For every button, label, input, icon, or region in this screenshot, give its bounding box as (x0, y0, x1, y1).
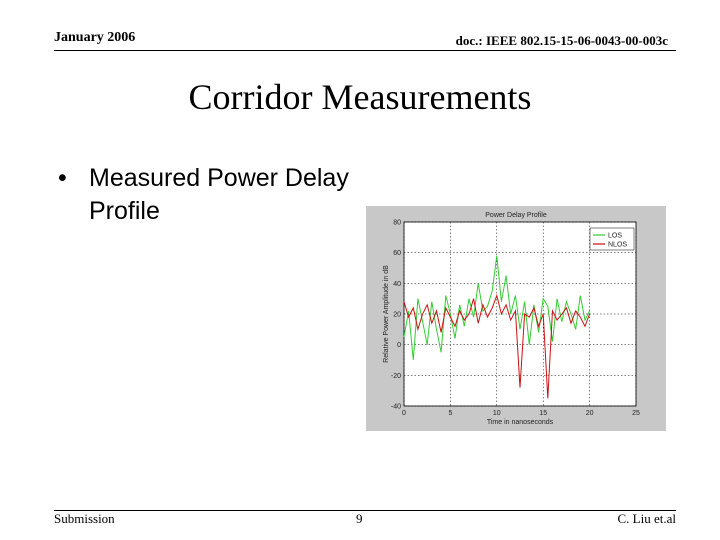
x-tick-label: 20 (586, 410, 594, 417)
tick-labels: 0 5 10 15 20 25 80 60 40 20 0 -20 -40 (391, 220, 640, 418)
series-group (403, 255, 591, 399)
header-doc-id: doc.: IEEE 802.15-15-06-0043-00-003c (455, 33, 668, 48)
series-line-nlos (403, 293, 591, 399)
y-tick-label: 40 (393, 281, 401, 288)
y-tick-label: -20 (391, 373, 401, 380)
slide-title: Corridor Measurements (188, 77, 532, 117)
header-date: January 2006 (54, 30, 136, 45)
y-tick-label: 80 (393, 220, 401, 227)
y-tick-label: 60 (393, 250, 401, 257)
footer-submission: Submission (54, 511, 115, 526)
header-rule (54, 50, 676, 51)
footer-authors: C. Liu et.al (617, 511, 677, 526)
chart-title: Power Delay Profile (485, 212, 547, 219)
x-tick-label: 15 (539, 410, 547, 417)
power-delay-profile-chart: Power Delay Profile 0 5 10 15 20 25 80 60 40 20 0-… (366, 206, 666, 431)
y-axis-label: Relative Power Amplitude in dB (383, 265, 390, 363)
legend: LOS NLOS (589, 227, 635, 251)
legend-entry: NLOS (608, 242, 627, 249)
footer-rule (54, 510, 676, 511)
x-tick-label: 5 (448, 410, 452, 417)
bullet-marker: • (58, 164, 67, 192)
x-tick-label: 25 (632, 410, 640, 417)
x-axis-label: Time in nanoseconds (487, 419, 554, 426)
footer-page-number: 9 (356, 511, 363, 526)
chart-svg: Power Delay Profile 0 5 10 15 20 25806040200-… (383, 212, 640, 426)
x-tick-label: 10 (493, 410, 501, 417)
series-line-los (403, 255, 591, 361)
legend-entry: LOS (608, 233, 622, 240)
bullet-text: Measured Power Delay Profile (89, 164, 349, 225)
y-tick-label: 0 (397, 342, 401, 349)
x-tick-label: 0 (402, 410, 406, 417)
y-tick-label: -40 (391, 404, 401, 411)
y-tick-label: 20 (393, 312, 401, 319)
